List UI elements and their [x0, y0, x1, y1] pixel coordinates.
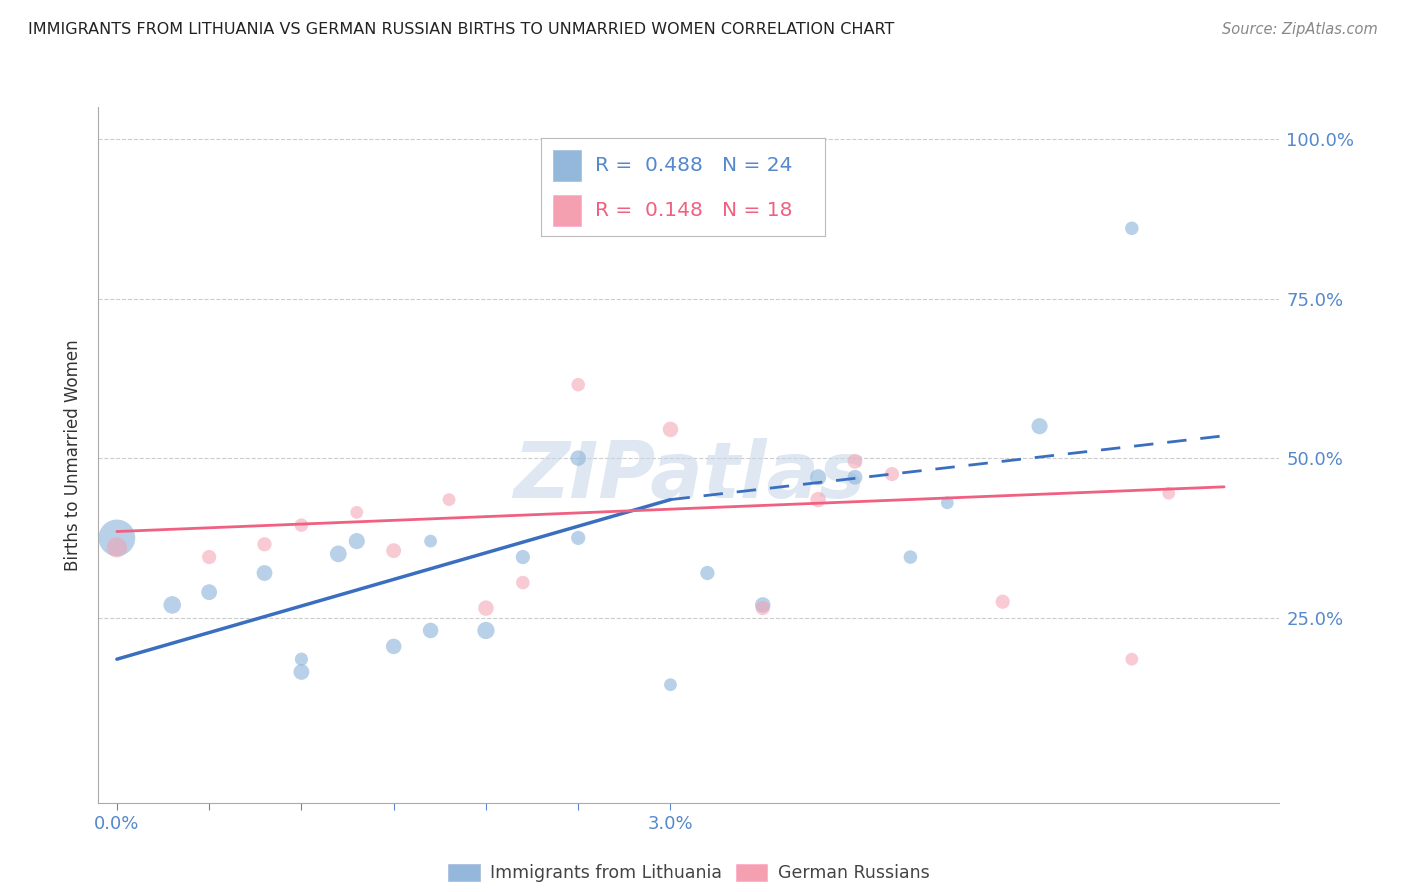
Text: ZIPatlas: ZIPatlas — [513, 438, 865, 514]
Point — [696, 566, 718, 580]
Point — [346, 505, 368, 519]
Point — [253, 566, 276, 580]
Point — [991, 595, 1014, 609]
Point — [290, 652, 312, 666]
Point — [346, 534, 368, 549]
Point — [880, 467, 903, 481]
Y-axis label: Births to Unmarried Women: Births to Unmarried Women — [65, 339, 83, 571]
Point — [437, 492, 460, 507]
Point — [751, 601, 773, 615]
Point — [512, 575, 534, 590]
Point — [253, 537, 276, 551]
Point — [1028, 419, 1050, 434]
Point — [659, 678, 682, 692]
Point — [807, 492, 830, 507]
Point — [105, 531, 128, 545]
Point — [807, 470, 830, 484]
Point — [290, 518, 312, 533]
Point — [419, 534, 441, 549]
Point — [382, 640, 405, 654]
Point — [475, 624, 498, 638]
Point — [659, 422, 682, 436]
Point — [198, 585, 221, 599]
Point — [475, 601, 498, 615]
Point — [1121, 221, 1143, 235]
Point — [382, 543, 405, 558]
Point — [751, 598, 773, 612]
Text: Source: ZipAtlas.com: Source: ZipAtlas.com — [1222, 22, 1378, 37]
Point — [936, 496, 959, 510]
Point — [567, 531, 589, 545]
Point — [162, 598, 183, 612]
Point — [198, 549, 221, 564]
Point — [898, 549, 921, 564]
Point — [844, 454, 866, 468]
Legend: Immigrants from Lithuania, German Russians: Immigrants from Lithuania, German Russia… — [441, 856, 936, 889]
Point — [290, 665, 312, 679]
Point — [1121, 652, 1143, 666]
Point — [328, 547, 350, 561]
Point — [844, 470, 866, 484]
Text: IMMIGRANTS FROM LITHUANIA VS GERMAN RUSSIAN BIRTHS TO UNMARRIED WOMEN CORRELATIO: IMMIGRANTS FROM LITHUANIA VS GERMAN RUSS… — [28, 22, 894, 37]
Point — [1157, 486, 1180, 500]
Point — [567, 377, 589, 392]
Point — [567, 451, 589, 466]
Point — [105, 541, 128, 555]
Point — [419, 624, 441, 638]
Point — [512, 549, 534, 564]
